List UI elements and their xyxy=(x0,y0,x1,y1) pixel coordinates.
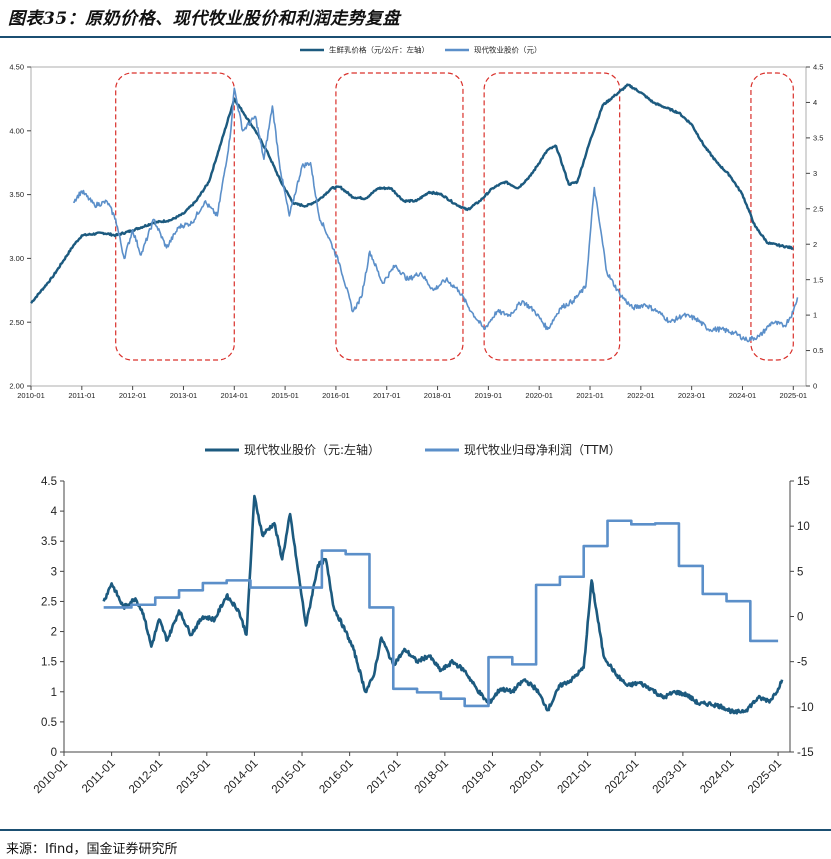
x-tick-label: 2017-01 xyxy=(373,391,401,400)
y-left-tick-label: 3.5 xyxy=(41,536,57,548)
y-right-tick-label: 2.5 xyxy=(813,204,823,213)
y-left-tick-label: 4 xyxy=(51,506,58,518)
x-tick-label: 2015-01 xyxy=(270,758,308,796)
x-tick-label: 2013-01 xyxy=(170,391,198,400)
x-tick-label: 2010-01 xyxy=(32,758,70,796)
milk-price-chart: 2.00 2.50 3.00 3.50 4.00 4.50 0 0.5 1 1.5 2 2.5 3 3.5… xyxy=(9,45,823,400)
y-right-tick-label: 0.5 xyxy=(813,346,823,355)
highlight-period-box xyxy=(335,72,464,361)
x-tick-label: 2022-01 xyxy=(627,391,655,400)
legend-label-1: 生鲜乳价格（元/公斤：左轴） xyxy=(329,45,429,55)
x-tick-label: 2014-01 xyxy=(221,391,249,400)
y-left-tick-label: 3.50 xyxy=(9,190,24,199)
x-tick-label: 2023-01 xyxy=(678,391,706,400)
legend-label-1: 现代牧业股价（元:左轴） xyxy=(244,442,380,457)
x-tick-label: 2019-01 xyxy=(460,758,498,796)
x-tick-label: 2016-01 xyxy=(317,758,355,796)
x-tick-label: 2022-01 xyxy=(603,758,641,796)
y-right-tick-label: 0 xyxy=(797,612,803,624)
y-left-tick-label: 2.00 xyxy=(9,382,24,391)
plot-frame xyxy=(30,66,807,387)
y-right-tick-label: -5 xyxy=(797,657,807,669)
y-left-tick-label: 0.5 xyxy=(41,717,57,729)
highlight-period-box xyxy=(115,72,235,361)
y-right-tick-label: 1.5 xyxy=(813,275,823,284)
x-tick-label: 2023-01 xyxy=(651,758,689,796)
y-right-tick-label: 10 xyxy=(797,521,810,533)
x-tick-label: 2012-01 xyxy=(119,391,147,400)
legend-label-2: 现代牧业归母净利润（TTM） xyxy=(464,443,621,457)
y-left-tick-label: 1.5 xyxy=(41,657,57,669)
series-line-1 xyxy=(102,494,784,715)
legend-label-2: 现代牧业股价（元） xyxy=(474,45,542,55)
y-right-tick-label: 3.5 xyxy=(813,134,823,143)
y-right-tick-label: 4.5 xyxy=(813,63,823,72)
x-tick-label: 2013-01 xyxy=(175,758,213,796)
x-tick-label: 2015-01 xyxy=(271,391,299,400)
x-tick-label: 2020-01 xyxy=(508,758,546,796)
source-note: 来源：Ifind，国金证券研究所 xyxy=(6,842,178,857)
y-left-tick-label: 0 xyxy=(51,747,57,759)
x-tick-label: 2024-01 xyxy=(698,758,736,796)
y-right-tick-label: 4 xyxy=(813,98,817,107)
y-right-tick-label: 1 xyxy=(813,311,817,320)
x-tick-label: 2017-01 xyxy=(365,758,403,796)
x-tick-label: 2018-01 xyxy=(424,391,452,400)
figure-title: 图表35：原奶价格、现代牧业股价和利润走势复盘 xyxy=(8,9,401,29)
y-right-tick-label: 15 xyxy=(797,476,810,488)
y-left-tick-label: 2 xyxy=(51,627,57,639)
y-right-tick-label: 2 xyxy=(813,240,817,249)
y-left-tick-label: 3 xyxy=(51,566,57,578)
y-left-tick-label: 4.5 xyxy=(41,476,57,488)
title-rule xyxy=(0,36,831,38)
x-tick-label: 2011-01 xyxy=(68,391,95,400)
x-tick-label: 2024-01 xyxy=(729,391,757,400)
x-tick-label: 2025-01 xyxy=(780,391,808,400)
highlight-period-box xyxy=(750,72,794,361)
x-tick-label: 2020-01 xyxy=(525,391,553,400)
x-tick-label: 2014-01 xyxy=(222,758,260,796)
y-right-tick-label: 0 xyxy=(813,382,817,391)
y-left-tick-label: 2.50 xyxy=(9,318,24,327)
y-right-tick-label: 5 xyxy=(797,566,803,578)
x-tick-label: 2018-01 xyxy=(413,758,451,796)
x-tick-label: 2016-01 xyxy=(322,391,350,400)
x-tick-label: 2012-01 xyxy=(127,758,165,796)
x-tick-label: 2011-01 xyxy=(80,758,118,796)
series-line-2 xyxy=(72,87,799,343)
y-right-tick-label: -10 xyxy=(797,702,814,714)
x-tick-label: 2019-01 xyxy=(475,391,503,400)
y-right-tick-label: 3 xyxy=(813,169,817,178)
highlight-period-box xyxy=(483,72,621,361)
y-left-tick-label: 3.00 xyxy=(9,254,24,263)
y-left-tick-label: 4.50 xyxy=(9,63,24,72)
y-right-tick-label: -15 xyxy=(797,747,814,759)
y-left-tick-label: 1 xyxy=(51,687,57,699)
series-line-2 xyxy=(103,519,779,708)
y-left-tick-label: 2.5 xyxy=(41,596,57,608)
series-line-1 xyxy=(30,83,794,304)
y-left-tick-label: 4.00 xyxy=(9,126,24,135)
x-tick-label: 2010-01 xyxy=(17,391,45,400)
stock-profit-chart: 0 0.5 1 1.5 2 2.5 3 3.5 4 4.5 -15 -10 -5 0 5 10 15 2010-0… xyxy=(32,442,814,796)
footer-rule xyxy=(0,829,831,831)
x-tick-label: 2021-01 xyxy=(576,391,604,400)
x-tick-label: 2021-01 xyxy=(555,758,593,796)
x-tick-label: 2025-01 xyxy=(746,758,784,796)
